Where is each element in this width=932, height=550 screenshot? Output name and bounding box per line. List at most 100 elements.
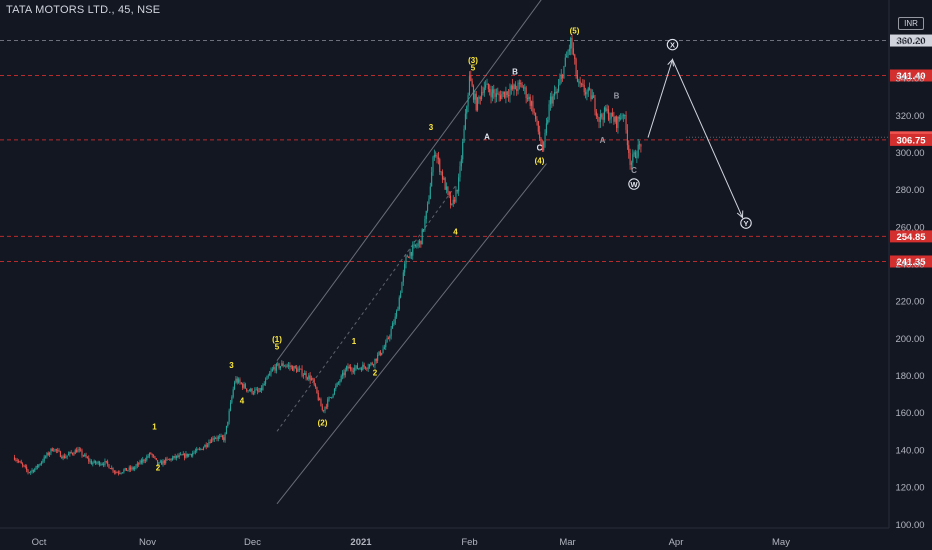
candle-up: [344, 369, 346, 376]
candle-down: [450, 195, 452, 205]
candle-up: [463, 128, 465, 142]
level-price-label: 341.40: [896, 71, 925, 82]
wave-label: Y: [743, 219, 748, 228]
candle-up: [224, 433, 226, 441]
horizontal-levels: [0, 40, 889, 262]
candle-down: [315, 384, 317, 387]
wave-label: 1: [152, 422, 157, 431]
time-tick-label: Mar: [559, 537, 575, 548]
currency-badge[interactable]: INR: [898, 17, 924, 30]
candle-up: [123, 469, 125, 473]
candle-down: [366, 368, 368, 370]
candle-up: [235, 378, 237, 383]
candle-up: [491, 89, 493, 98]
price-tick-label: 140.00: [895, 445, 924, 456]
candle-up: [227, 421, 229, 426]
candle-down: [532, 101, 534, 112]
candle-up: [188, 454, 190, 457]
time-tick-label: Nov: [139, 537, 156, 548]
candle-up: [558, 84, 560, 92]
wave-label: C: [631, 166, 637, 175]
candle-down: [628, 145, 630, 153]
candle-up: [468, 76, 470, 96]
price-tick-label: 260.00: [895, 222, 924, 233]
candle-up: [433, 155, 435, 158]
candle-up: [34, 468, 36, 472]
candle-up: [505, 91, 507, 98]
candle-up: [288, 365, 290, 367]
candle-down: [80, 449, 82, 451]
candle-up: [621, 115, 623, 119]
candle-down: [520, 82, 522, 85]
price-tick-label: 120.00: [895, 483, 924, 494]
candle-up: [178, 454, 180, 457]
candle-up: [267, 375, 269, 377]
candle-down: [167, 459, 169, 460]
candle-down: [574, 54, 576, 60]
candle-down: [551, 96, 553, 104]
candle-up: [427, 203, 429, 211]
candle-down: [306, 377, 308, 379]
candle-down: [170, 458, 172, 461]
candle-up: [335, 386, 337, 389]
candle-down: [408, 256, 410, 258]
candle-up: [556, 91, 558, 94]
level-price-label: 241.35: [896, 257, 926, 268]
candle-down: [24, 465, 26, 467]
candle-down: [629, 152, 631, 165]
candle-down: [108, 464, 110, 469]
candle-down: [605, 107, 607, 111]
candle-up: [413, 244, 415, 246]
candle-up: [633, 152, 635, 155]
candle-up: [50, 448, 52, 453]
wave-label: 3: [429, 123, 434, 132]
candle-up: [327, 399, 329, 407]
candle-down: [88, 458, 90, 462]
candle-down: [256, 389, 259, 392]
candle-up: [293, 366, 295, 371]
candle-up: [127, 470, 129, 471]
price-axis[interactable]: 360.20341.40308.15306.75254.85241.35100.…: [890, 34, 932, 531]
candle-down: [616, 116, 618, 128]
candle-up: [217, 436, 219, 439]
candle-down: [186, 453, 188, 457]
candle-up: [358, 368, 360, 370]
candle-down: [45, 456, 47, 458]
candle-down: [32, 470, 34, 472]
candle-down: [305, 373, 307, 378]
candle-down: [555, 91, 557, 94]
candle-down: [420, 240, 422, 245]
candle-down: [86, 457, 88, 459]
time-axis[interactable]: Oct Nov Dec 2021 Feb Mar Apr May: [32, 537, 791, 548]
candle-up: [185, 453, 187, 458]
candle-down: [379, 351, 381, 355]
candle-up: [169, 458, 171, 460]
candle-up: [359, 368, 361, 370]
candle-up: [124, 467, 126, 470]
candle-down: [533, 111, 535, 113]
candle-up: [417, 243, 419, 246]
candle-down: [20, 461, 22, 464]
candle-up: [639, 144, 641, 146]
candle-down: [109, 468, 111, 470]
candle-down: [414, 244, 416, 246]
candle-down: [475, 93, 477, 111]
candle-down: [640, 144, 642, 147]
time-tick-label: Feb: [461, 537, 477, 548]
candle-up: [165, 458, 167, 464]
candle-up: [254, 389, 256, 394]
candle-down: [590, 89, 592, 100]
candle-down: [499, 95, 502, 100]
projection-arrowhead-down: [736, 210, 744, 219]
candle-down: [282, 363, 284, 366]
candle-up: [552, 95, 554, 104]
candle-up: [43, 456, 45, 462]
candle-down: [55, 449, 57, 451]
wave-label: 5: [275, 343, 280, 352]
candle-up: [250, 388, 252, 392]
candle-down: [439, 159, 441, 173]
candle-up: [386, 338, 388, 343]
candle-down: [126, 467, 128, 471]
